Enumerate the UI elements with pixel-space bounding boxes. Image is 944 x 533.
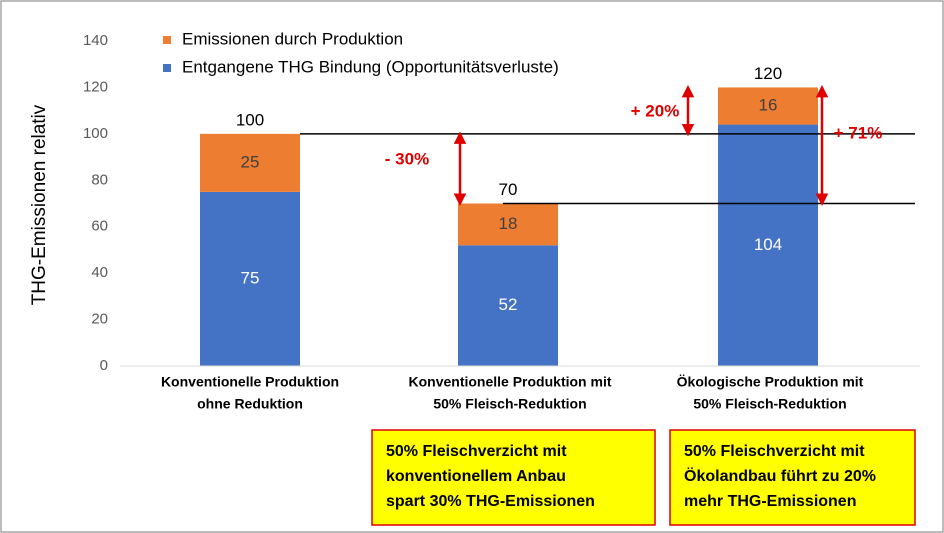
annotation-label: + 20% (631, 101, 680, 120)
note-text: konventionellem Anbau (386, 468, 566, 485)
y-axis-label: THG-Emissionen relativ (29, 104, 50, 305)
x-tick-label: 50% Fleisch-Reduktion (693, 396, 846, 412)
y-tick-label: 0 (100, 357, 108, 374)
data-label: 18 (499, 214, 518, 233)
y-tick-label: 140 (83, 32, 108, 49)
note-box (669, 429, 916, 526)
total-label: 100 (236, 110, 264, 129)
total-label: 70 (499, 180, 518, 199)
y-tick-label: 100 (83, 125, 108, 142)
data-label: 52 (499, 295, 518, 314)
legend-swatch (163, 64, 171, 72)
bar-segment (200, 191, 300, 366)
y-tick-label: 40 (91, 264, 108, 281)
x-tick-label: ohne Reduktion (197, 396, 303, 412)
data-label: 75 (241, 268, 260, 287)
x-tick-label: Konventionelle Produktion mit (408, 374, 611, 390)
total-label: 120 (754, 64, 782, 83)
bar-segment (718, 87, 818, 125)
y-tick-label: 80 (91, 171, 108, 188)
bar-segment (458, 203, 558, 246)
note-text: 50% Fleischverzicht mit (684, 443, 865, 460)
bar-segment (200, 133, 300, 192)
note-box (371, 429, 656, 526)
y-tick-label: 20 (91, 311, 108, 328)
note-text: spart 30% THG-Emissionen (386, 493, 595, 510)
annotation-label: + 71% (834, 123, 883, 142)
legend-swatch (163, 36, 171, 44)
x-tick-label: 50% Fleisch-Reduktion (433, 396, 586, 412)
y-tick-label: 60 (91, 218, 108, 235)
data-label: 104 (754, 235, 782, 254)
annotation-label: - 30% (385, 149, 429, 168)
data-label: 25 (241, 152, 260, 171)
legend-label: Entgangene THG Bindung (Opportunitätsver… (182, 57, 559, 76)
note-text: mehr THG-Emissionen (684, 493, 856, 510)
x-tick-label: Konventionelle Produktion (161, 374, 339, 390)
x-tick-label: Ökologische Produktion mit (677, 374, 864, 390)
data-label: 16 (759, 95, 778, 114)
legend-label: Emissionen durch Produktion (182, 29, 403, 48)
bar-segment (718, 124, 818, 366)
note-text: Ökolandbau führt zu 20% (684, 466, 876, 485)
note-text: 50% Fleischverzicht mit (386, 443, 567, 460)
y-tick-label: 120 (83, 78, 108, 95)
bar-segment (458, 245, 558, 366)
